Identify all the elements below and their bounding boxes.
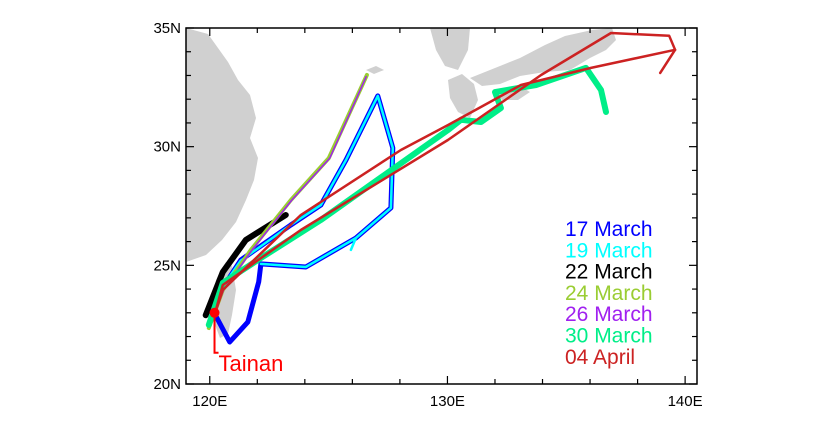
origin-label: Tainan [219, 351, 284, 376]
legend-item: 19 March [565, 239, 653, 262]
trajectory-30-march [205, 64, 609, 328]
x-tick-label: 140E [668, 393, 703, 410]
legend-item: 24 March [565, 282, 653, 305]
x-tick-label: 130E [430, 393, 465, 410]
y-tick-label: 20N [153, 376, 181, 393]
land-jeju [366, 66, 384, 74]
trajectory-22-march [202, 212, 289, 319]
trajectory-19-march [213, 94, 395, 316]
origin-leader-line [213, 312, 219, 354]
land-honshu [470, 28, 616, 86]
x-tick-label: 120E [192, 393, 227, 410]
y-tick-label: 35N [153, 20, 181, 37]
axes: 120E 130E 140E 20N 25N 30N 35N [153, 20, 702, 410]
origin-marker: Tainan [209, 307, 284, 376]
y-tick-label: 30N [153, 139, 181, 156]
trajectory-lines [202, 31, 677, 345]
land-korea [430, 28, 470, 70]
origin-dot [209, 307, 220, 318]
legend-item: 22 March [565, 261, 653, 284]
land-masses [186, 28, 616, 338]
map-frame [185, 27, 698, 385]
legend-item: 04 April [565, 346, 635, 369]
land-kyushu [448, 74, 478, 118]
legend-item: 30 March [565, 325, 653, 348]
trajectory-04-april-return- [213, 48, 677, 316]
legend-item: 26 March [565, 303, 653, 326]
legend-item: 17 March [565, 218, 653, 241]
y-tick-label: 25N [153, 257, 181, 274]
land-china-coast [186, 28, 258, 262]
